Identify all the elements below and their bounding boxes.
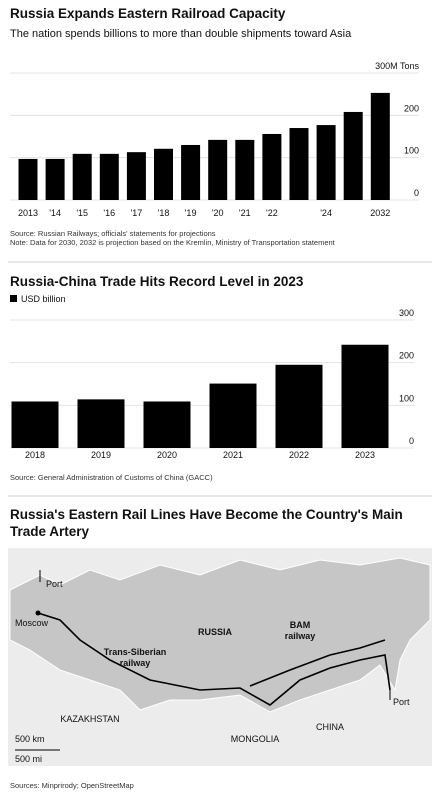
map-label: Port	[393, 697, 410, 707]
chart-title: Russia-China Trade Hits Record Level in …	[10, 274, 304, 289]
bar	[370, 92, 390, 200]
x-tick-label: '18	[158, 208, 170, 218]
map-label: railway	[120, 658, 151, 668]
bam-line	[249, 639, 386, 687]
bar	[341, 344, 389, 448]
map-source: Sources: Minprirody; OpenStreetMap	[10, 781, 134, 790]
map-title: Trade Artery	[10, 524, 90, 539]
x-tick-label: '21	[239, 208, 251, 218]
x-tick-label: '14	[49, 208, 61, 218]
bar	[154, 148, 173, 200]
y-tick-label: 0	[414, 188, 419, 198]
x-tick-label: '24	[320, 208, 332, 218]
bar	[181, 144, 201, 200]
map-label: KAZAKHSTAN	[60, 714, 119, 724]
y-tick-label: 200	[399, 351, 414, 361]
map-label: Trans-Siberian	[104, 647, 167, 657]
y-tick-label: 300M Tons	[375, 61, 419, 71]
x-tick-label: '17	[131, 208, 143, 218]
map-label: RUSSIA	[198, 627, 233, 637]
bar	[18, 158, 38, 200]
map-label: Moscow	[15, 618, 49, 628]
x-tick-label: 2022	[289, 450, 309, 460]
bar	[99, 153, 119, 200]
map-title: Russia's Eastern Rail Lines Have Become …	[10, 507, 403, 522]
x-tick-label: '15	[76, 208, 88, 218]
y-tick-label: 100	[404, 146, 419, 156]
x-tick-label: '16	[103, 208, 115, 218]
source: Source: General Administration of Custom…	[10, 473, 213, 482]
bar	[126, 152, 146, 200]
x-tick-label: '19	[185, 208, 197, 218]
trans-siberian-line	[37, 612, 391, 706]
map-label: 500 mi	[15, 754, 42, 764]
legend-label: USD billion	[21, 294, 66, 304]
x-tick-label: '20	[212, 208, 224, 218]
x-tick-label: 2021	[223, 450, 243, 460]
bar	[235, 139, 255, 200]
source: Source: Russian Railways; officials' sta…	[10, 229, 216, 238]
bar	[72, 153, 92, 200]
x-tick-label: 2018	[25, 450, 45, 460]
map-label: railway	[285, 631, 316, 641]
bar	[275, 364, 323, 448]
chart-subtitle: The nation spends billions to more than …	[10, 28, 352, 40]
map-label: BAM	[290, 620, 311, 630]
bar	[289, 128, 309, 200]
y-tick-label: 0	[409, 436, 414, 446]
x-tick-label: 2019	[91, 450, 111, 460]
bar	[209, 383, 257, 448]
map-label: CHINA	[316, 722, 344, 732]
y-tick-label: 200	[404, 103, 419, 113]
bar	[316, 125, 336, 200]
note: Note: Data for 2030, 2032 is projection …	[10, 238, 336, 247]
map-label: MONGOLIA	[231, 734, 280, 744]
russia-territory	[9, 557, 431, 713]
y-tick-label: 300	[399, 308, 414, 318]
x-tick-label: 2020	[157, 450, 177, 460]
bar	[143, 401, 191, 448]
x-tick-label: 2032	[370, 208, 390, 218]
y-tick-label: 100	[399, 393, 414, 403]
bar	[77, 399, 125, 448]
bar	[262, 133, 282, 200]
map-label: 500 km	[15, 734, 45, 744]
bar	[45, 158, 65, 200]
x-tick-label: 2023	[355, 450, 375, 460]
bar	[208, 139, 228, 200]
moscow-dot	[35, 610, 41, 616]
legend-swatch	[10, 295, 17, 302]
map: PortMoscowRUSSIATrans-SiberianrailwayBAM…	[8, 548, 432, 766]
x-tick-label: 2013	[18, 208, 38, 218]
x-tick-label: '22	[266, 208, 278, 218]
bar	[11, 401, 59, 448]
chart-title: Russia Expands Eastern Railroad Capacity	[10, 6, 286, 21]
map-label: Port	[46, 579, 63, 589]
bar	[343, 111, 363, 200]
